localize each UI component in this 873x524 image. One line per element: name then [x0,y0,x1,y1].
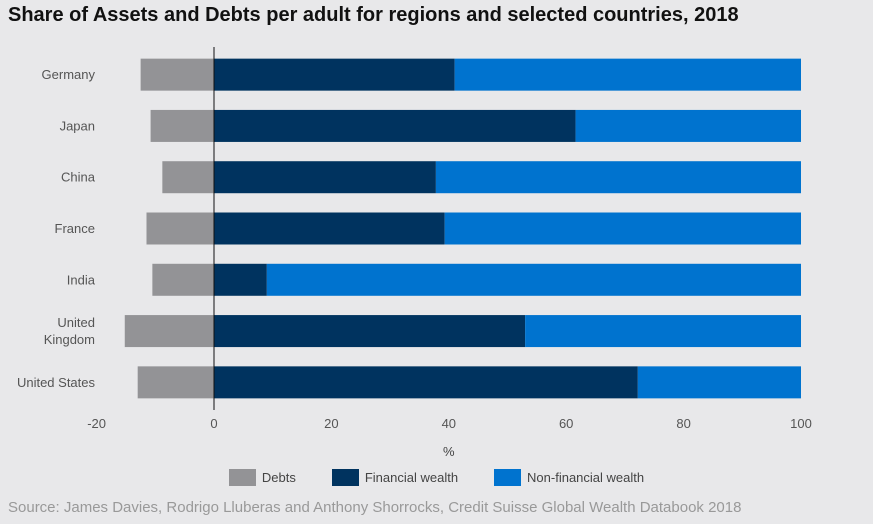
x-tick-label: 0 [210,416,217,431]
bar-non-financial-wealth-france [444,212,801,245]
bar-non-financial-wealth-india [266,263,802,296]
bar-debts-france [146,212,214,245]
bar-debts-india [152,263,214,296]
bar-non-financial-wealth-united-states [637,366,801,399]
x-tick-label: 100 [790,416,812,431]
legend-label-debts: Debts [261,470,296,485]
bar-financial-wealth-india [214,263,267,296]
x-tick-label: 40 [442,416,456,431]
category-label-france: France [55,221,95,236]
legend-item-non-financial-wealth: Non-financial wealth [494,469,644,486]
bar-debts-united-states [137,366,214,399]
x-tick-label: 20 [324,416,338,431]
category-label-united-states: United States [17,375,96,390]
category-label-united-kingdom: United Kingdom [44,315,95,347]
x-tick-label: 80 [676,416,690,431]
category-label-china: China [61,170,96,185]
bar-financial-wealth-china [214,161,436,194]
x-tick-label: 60 [559,416,573,431]
bar-debts-germany [140,58,214,91]
bar-financial-wealth-united-kingdom [214,315,526,348]
bar-financial-wealth-france [214,212,445,245]
legend-swatch-non-financial-wealth [494,469,522,486]
bar-non-financial-wealth-germany [454,58,801,91]
legend-item-debts: Debts [228,469,296,486]
legend-item-financial-wealth: Financial wealth [331,469,459,486]
category-label-japan: Japan [60,118,95,133]
bar-non-financial-wealth-japan [575,109,801,142]
chart-legend: Debts Financial wealth Non-financial wea… [0,469,873,486]
bar-non-financial-wealth-china [435,161,801,194]
x-tick-label: -20 [87,416,106,431]
bar-debts-united-kingdom [124,315,214,348]
legend-swatch-financial-wealth [331,469,359,486]
source-note: Source: James Davies, Rodrigo Lluberas a… [8,499,742,516]
bar-financial-wealth-germany [214,58,455,91]
legend-swatch-debts [228,469,256,486]
x-axis-title: % [443,444,455,459]
chart-title: Share of Assets and Debts per adult for … [8,4,739,26]
legend-label-non-financial-wealth: Non-financial wealth [527,470,645,485]
bar-financial-wealth-united-states [214,366,638,399]
bar-chart: Germany Japan China France India United Kingdo… [17,47,812,459]
bar-debts-china [162,161,214,194]
bar-non-financial-wealth-united-kingdom [525,315,801,348]
bar-debts-japan [150,109,214,142]
bar-financial-wealth-japan [214,109,576,142]
category-label-germany: Germany [42,67,96,82]
category-label-india: India [67,272,96,287]
legend-label-financial-wealth: Financial wealth [364,470,459,485]
